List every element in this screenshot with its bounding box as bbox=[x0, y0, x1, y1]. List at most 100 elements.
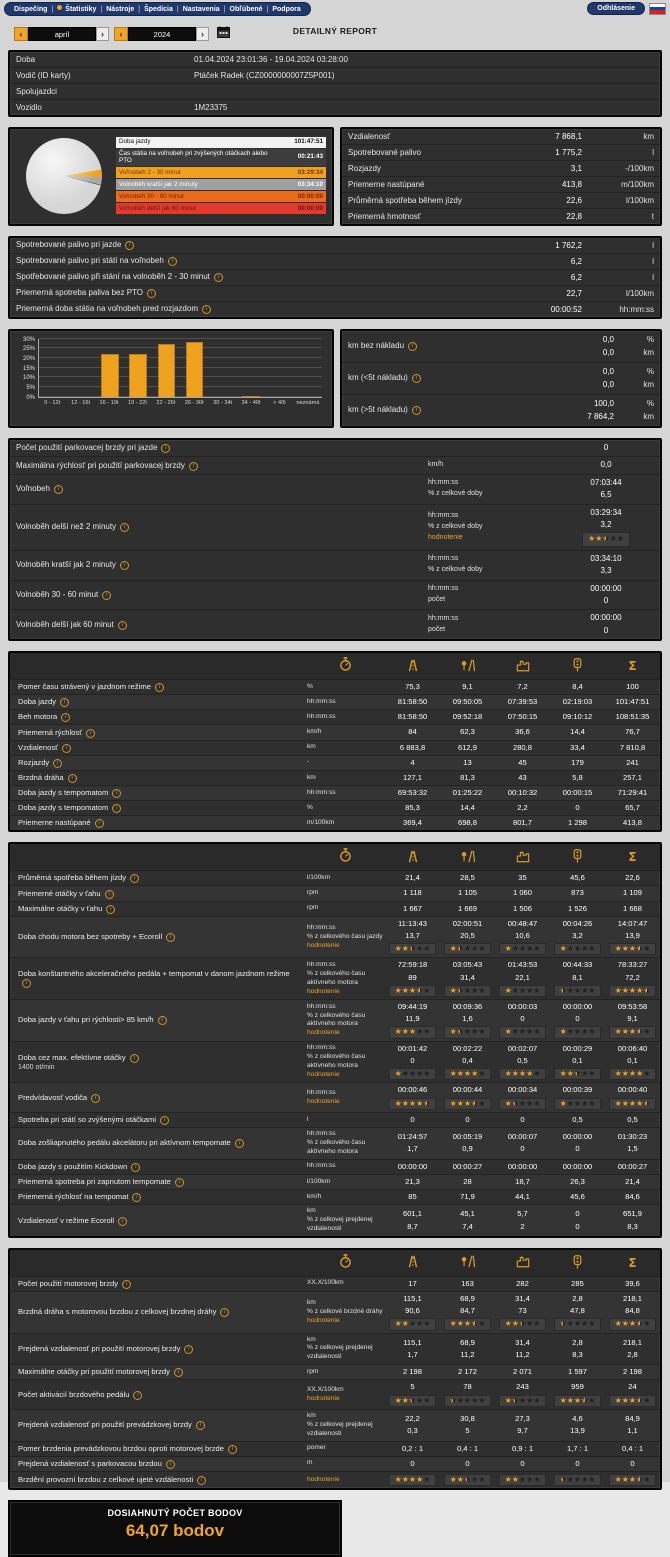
mode-cell: 1,7 : 1 bbox=[550, 1442, 605, 1456]
info-icon[interactable]: i bbox=[62, 743, 71, 753]
info-icon[interactable]: i bbox=[227, 1444, 237, 1454]
month-select[interactable]: apríl bbox=[28, 26, 96, 41]
info-icon[interactable]: i bbox=[161, 444, 171, 454]
mode-cell: 71:29:41 bbox=[605, 786, 660, 800]
info-icon[interactable]: i bbox=[160, 1116, 170, 1126]
info-icon[interactable]: i bbox=[117, 620, 127, 630]
slovakia-flag-icon[interactable] bbox=[649, 2, 666, 15]
value-line: 01:24:57 bbox=[397, 1132, 428, 1142]
info-icon[interactable]: i bbox=[202, 305, 211, 314]
nav-item-spedicia[interactable]: Špedícia bbox=[144, 5, 173, 13]
info-icon[interactable]: i bbox=[157, 1016, 167, 1026]
info-icon[interactable]: i bbox=[131, 1162, 141, 1172]
star-rating: ★★★★★★★★★★ bbox=[388, 1318, 437, 1331]
star-rating: ★★★★★★★★★★ bbox=[553, 1394, 602, 1407]
info-icon[interactable]: i bbox=[112, 804, 122, 814]
info-icon[interactable]: i bbox=[120, 561, 130, 571]
info-icon[interactable]: i bbox=[167, 257, 177, 266]
calendar-icon[interactable] bbox=[217, 25, 230, 43]
info-icon[interactable]: i bbox=[61, 713, 71, 723]
info-icon[interactable]: i bbox=[411, 374, 421, 384]
value-line: 1,7 bbox=[407, 1349, 418, 1359]
load-unit: km bbox=[643, 380, 654, 390]
nav-item-podpora[interactable]: Podpora bbox=[272, 5, 301, 13]
info-icon[interactable]: i bbox=[132, 1193, 142, 1203]
nav-item-statistiky[interactable]: Štatistiky bbox=[57, 5, 96, 13]
info-icon[interactable]: i bbox=[102, 590, 112, 600]
value-line: 2 071 bbox=[512, 1367, 532, 1377]
info-icon[interactable]: i bbox=[411, 406, 421, 416]
info-icon[interactable]: i bbox=[220, 1308, 230, 1318]
info-icon[interactable]: i bbox=[165, 1459, 175, 1469]
nav-item-nastavenia[interactable]: Nastavenia bbox=[182, 5, 220, 13]
mode-cell: 218,1 2,8 bbox=[605, 1336, 660, 1362]
mode-cell: 31,4 11,2 bbox=[495, 1336, 550, 1362]
mode-cell: 07:39:53 bbox=[495, 695, 550, 709]
star-rating: ★★★★★★★★★★ bbox=[388, 1394, 437, 1407]
info-icon[interactable]: i bbox=[94, 819, 104, 829]
mode-row-label: Doba konštantného akceleračného pedála +… bbox=[18, 969, 290, 989]
info-icon[interactable]: i bbox=[91, 1093, 101, 1103]
value-line: 0,4 : 1 bbox=[456, 1443, 479, 1453]
prev-month-button[interactable]: ‹ bbox=[14, 26, 28, 41]
stat-label: Vzdialenosť bbox=[348, 131, 391, 141]
unit-line: % z celkovej prejdenej vzdialenosti bbox=[307, 1344, 373, 1361]
info-icon[interactable]: i bbox=[53, 485, 63, 495]
mode-cell: 2 071 bbox=[495, 1365, 550, 1379]
year-select[interactable]: 2024 bbox=[128, 26, 196, 41]
nav-item-oblubene[interactable]: Obľúbené bbox=[229, 5, 263, 13]
unit-line: pomer bbox=[307, 1444, 326, 1452]
value-line: 00:00:27 bbox=[617, 1161, 648, 1171]
value-line: 71,9 bbox=[460, 1192, 475, 1202]
next-year-button[interactable]: › bbox=[196, 26, 209, 41]
info-icon[interactable]: i bbox=[22, 979, 31, 989]
info-icon[interactable]: i bbox=[60, 698, 69, 708]
unit-line: hodnotenie bbox=[307, 1475, 340, 1483]
logout-button[interactable]: Odhlásenie bbox=[587, 2, 645, 16]
info-icon[interactable]: i bbox=[67, 773, 77, 783]
next-month-button[interactable]: › bbox=[96, 26, 109, 41]
prev-year-button[interactable]: ‹ bbox=[114, 26, 128, 41]
info-icon[interactable]: i bbox=[112, 789, 122, 799]
value-line: 9,1 bbox=[462, 682, 473, 692]
nav-item-nastroje[interactable]: Nástroje bbox=[106, 5, 135, 13]
info-icon[interactable]: i bbox=[174, 1177, 184, 1187]
info-icon[interactable]: i bbox=[125, 241, 135, 250]
mode-cell: 68,9 11,2 bbox=[440, 1336, 495, 1362]
city-icon bbox=[495, 1254, 550, 1271]
mode-cell: 45,1 7,4 bbox=[440, 1207, 495, 1233]
info-icon[interactable]: i bbox=[184, 1344, 194, 1354]
info-icon[interactable]: i bbox=[147, 289, 157, 298]
stat-label: Rozjazdy bbox=[348, 163, 381, 173]
load-label: km (>5t nákladu) i bbox=[342, 403, 530, 417]
info-icon[interactable]: i bbox=[104, 889, 114, 899]
info-icon[interactable]: i bbox=[213, 273, 223, 282]
load-unit: % bbox=[646, 366, 654, 376]
info-icon[interactable]: i bbox=[118, 1216, 128, 1226]
nav-item-dispecing[interactable]: Dispečing bbox=[14, 5, 48, 13]
info-icon[interactable]: i bbox=[188, 461, 198, 471]
info-icon[interactable]: i bbox=[53, 758, 63, 768]
mode-table-row: Predvídavosť vodiča i hh:mm:ss hodnotenie 00… bbox=[10, 1082, 660, 1112]
info-icon[interactable]: i bbox=[173, 1368, 183, 1378]
mode-cell: 241 bbox=[605, 756, 660, 770]
mode-cell: 4 bbox=[385, 756, 440, 770]
value-line: 0 bbox=[520, 1144, 525, 1154]
info-icon[interactable]: i bbox=[133, 1390, 143, 1400]
info-icon[interactable]: i bbox=[197, 1476, 207, 1486]
value-line: 257,1 bbox=[622, 772, 642, 782]
info-icon[interactable]: i bbox=[120, 523, 130, 533]
info-icon[interactable]: i bbox=[129, 1054, 139, 1064]
info-icon[interactable]: i bbox=[106, 904, 116, 914]
info-icon[interactable]: i bbox=[122, 1279, 132, 1289]
info-icon[interactable]: i bbox=[408, 342, 418, 352]
mode-cell: 0 bbox=[385, 1113, 440, 1127]
info-icon[interactable]: i bbox=[234, 1139, 244, 1149]
idle-values: 03:29:34 3,2 ★★★★★★★★★★ bbox=[552, 505, 660, 550]
info-icon[interactable]: i bbox=[154, 683, 164, 693]
info-icon[interactable]: i bbox=[130, 874, 140, 884]
stat-unit: l bbox=[652, 147, 654, 157]
info-icon[interactable]: i bbox=[195, 1421, 205, 1431]
info-icon[interactable]: i bbox=[166, 933, 176, 943]
info-icon[interactable]: i bbox=[86, 728, 96, 738]
